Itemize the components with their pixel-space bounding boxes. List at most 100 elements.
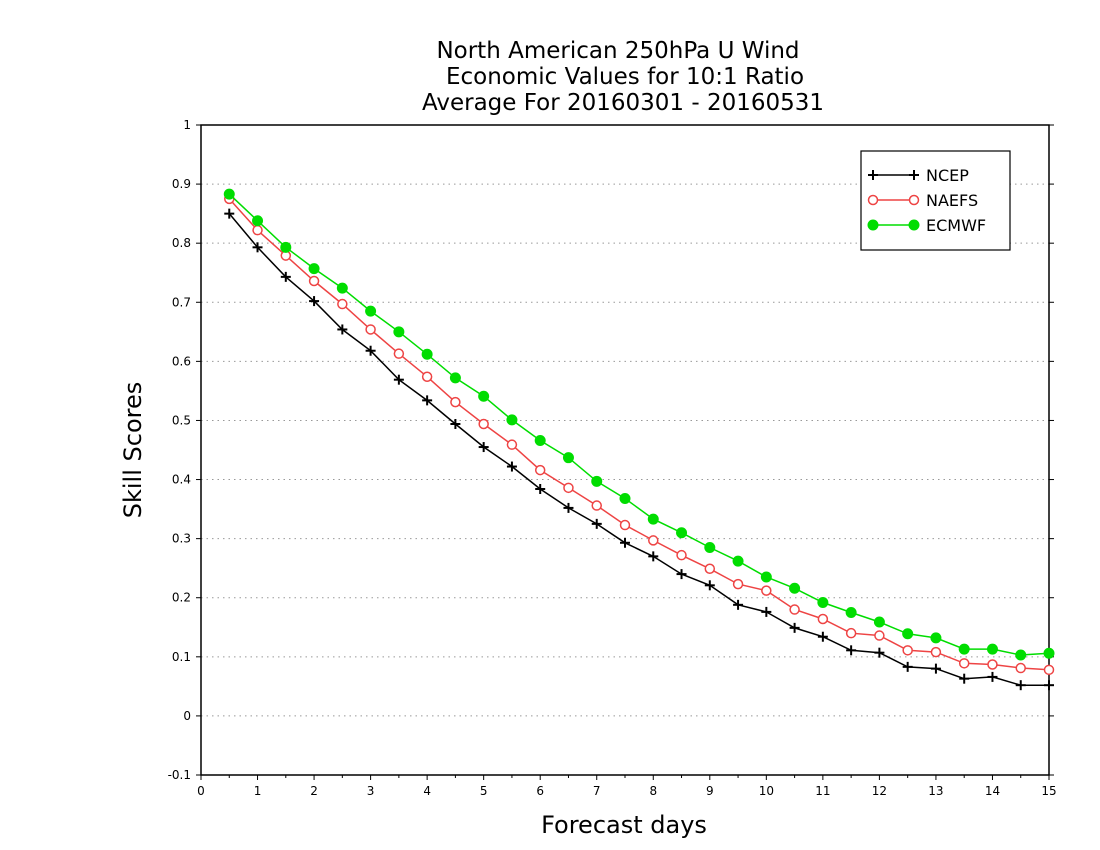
series-ecmwf [223,188,1055,661]
chart-title: North American 250hPa U Wind Economic Va… [422,38,824,116]
ecmwf-point [562,452,574,464]
ncep-point [252,242,263,253]
x-tick-label: 11 [815,784,830,798]
naefs-point [534,464,546,476]
legend-item-ncep: NCEP [868,166,969,185]
ncep-point [648,551,659,562]
ecmwf-point [280,241,292,253]
y-tick-label: 0.5 [172,413,191,427]
naefs-point [676,549,687,561]
y-tick-label: 0.7 [172,295,191,309]
ecmwf-point [647,513,659,525]
ecmwf-point [308,263,320,275]
ncep-point [478,442,489,453]
ecmwf-point [591,475,603,487]
y-tick-label: 0.2 [172,591,191,605]
naefs-point [393,348,405,359]
ecmwf-point [421,348,433,360]
y-axis-title: Skill Scores [119,382,147,519]
ncep-point [393,374,404,385]
ncep-point [1044,680,1054,691]
legend-label: NCEP [926,166,969,185]
ncep-point [846,645,857,656]
series-layer [223,188,1055,691]
ncep-point [789,622,800,633]
naefs-point [704,563,716,575]
legend-marker [909,170,919,180]
legend-marker [908,194,920,206]
naefs-point [252,224,263,236]
y-tick-label: 0.6 [172,354,191,368]
legend-label: NAEFS [926,191,978,210]
title-line-1: North American 250hPa U Wind [436,38,799,64]
y-tick-label: 0.9 [172,177,191,191]
ecmwf-point [252,215,264,227]
naefs-point [845,627,857,639]
naefs-point [902,645,913,656]
ecmwf-point [676,527,688,539]
naefs-point [958,658,970,669]
ecmwf-point [478,390,490,402]
ecmwf-point [958,643,970,655]
ecmwf-point [365,305,377,317]
naefs-point [591,500,602,511]
ecmwf-point [760,571,772,583]
legend-marker [867,194,879,206]
ecmwf-point [789,582,801,594]
legend: NCEP NAEFS ECMWF [860,150,1011,251]
x-tick-label: 3 [367,784,375,798]
y-tick-label: 0 [183,709,191,723]
ncep-point [422,395,433,406]
ncep-point [1015,680,1026,691]
naefs-point [817,613,829,625]
naefs-point [478,418,489,430]
y-tick-label: 0.3 [172,532,191,546]
naefs-point [450,396,461,408]
ncep-point [365,345,376,356]
ncep-point [817,631,828,642]
ecmwf-point [902,628,914,640]
legend-item-naefs: NAEFS [867,191,978,210]
x-tick-label: 8 [649,784,657,798]
naefs-point [365,324,376,335]
naefs-line [228,198,1050,671]
x-tick-label: 15 [1041,784,1056,798]
ecmwf-point [534,435,546,447]
ecmwf-point [986,643,998,655]
title-line-3: Average For 20160301 - 20160531 [422,90,824,116]
naefs-point [563,482,574,494]
ecmwf-point [506,414,518,426]
x-tick-label: 12 [872,784,887,798]
ncep-line [228,213,1049,686]
series-naefs [224,193,1055,676]
ncep-point [733,599,744,610]
naefs-point [337,298,348,310]
naefs-point [874,630,885,641]
naefs-point [761,585,772,596]
ecmwf-point [393,326,405,338]
ecmwf-point [1015,649,1027,661]
naefs-point [1043,664,1055,676]
naefs-point [1015,662,1026,674]
ncep-point [337,324,348,335]
x-axis-title: Forecast days [541,811,707,839]
series-ncep [224,208,1054,691]
y-tick-label: 1 [183,118,191,132]
ncep-point [959,673,970,684]
ncep-point [620,537,630,548]
legend-marker [908,219,920,231]
naefs-point [421,371,433,382]
naefs-point [930,646,942,658]
naefs-point [506,439,518,450]
x-tick-label: 0 [197,784,205,798]
ncep-point [450,419,461,429]
legend-item-ecmwf: ECMWF [867,216,986,235]
ecmwf-point [930,632,942,644]
ncep-point [930,663,941,674]
y-tick-label: 0.4 [172,473,191,487]
x-tick-label: 5 [480,784,488,798]
x-tick-label: 4 [423,784,431,798]
naefs-point [648,535,659,546]
legend-marker [868,170,878,180]
